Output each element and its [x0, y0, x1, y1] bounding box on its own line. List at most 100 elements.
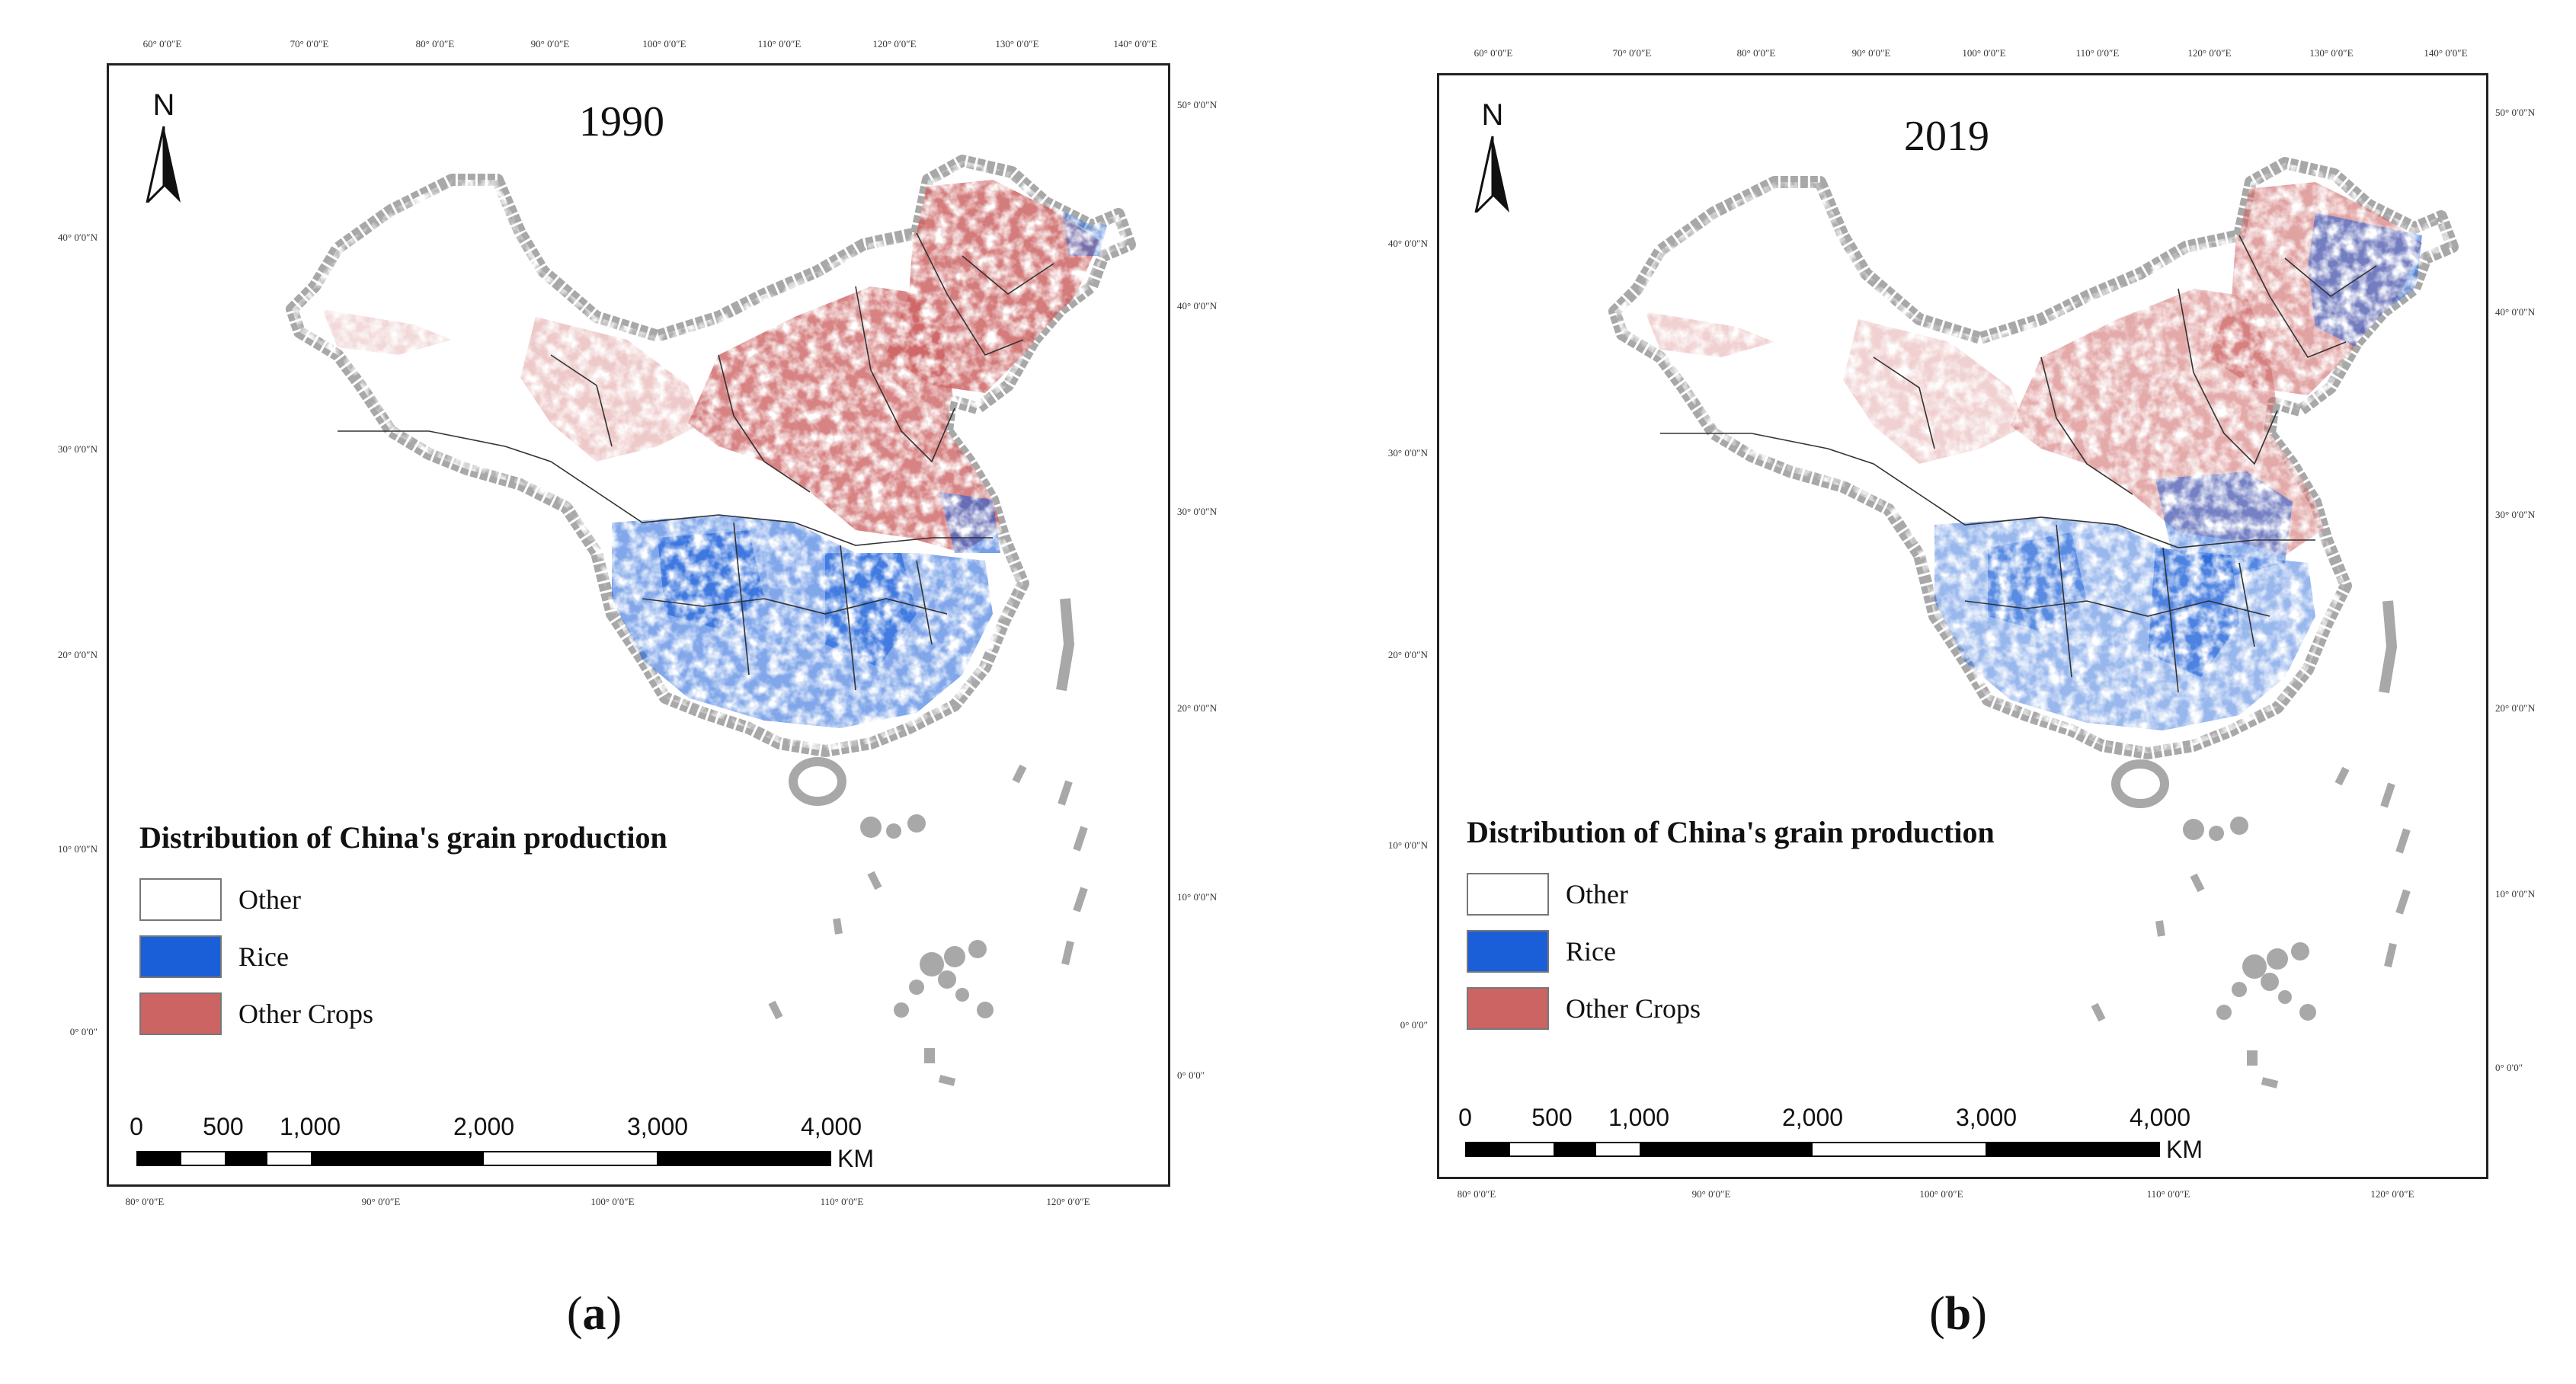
scale-label: 500 — [1531, 1104, 1573, 1131]
bottom-tick: 110° 0′0″E — [2146, 1188, 2190, 1200]
province-boundaries — [338, 232, 1054, 691]
scale-label: 1,000 — [1608, 1104, 1670, 1131]
left-tick: 40° 0′0″N — [57, 232, 98, 243]
scale-bar: 0 500 1,000 2,000 3,000 4,000 KM — [130, 1113, 898, 1181]
right-tick: 40° 0′0″N — [1177, 300, 1218, 312]
scale-label: 2,000 — [453, 1113, 515, 1140]
scale-label: 3,000 — [626, 1113, 689, 1140]
scale-label: 0 — [1458, 1104, 1472, 1131]
north-arrow: N — [133, 88, 194, 206]
top-tick: 70° 0′0″E — [1612, 47, 1652, 59]
top-tick: 60° 0′0″E — [142, 38, 182, 50]
legend-swatch — [139, 878, 222, 921]
legend-swatch — [139, 992, 222, 1035]
legend-swatch — [1467, 873, 1549, 916]
left-tick: 0° 0′0″ — [1400, 1019, 1428, 1031]
panel-caption-letter: b — [1944, 1288, 1972, 1340]
bottom-tick: 120° 0′0″E — [2370, 1188, 2414, 1200]
left-tick: 40° 0′0″N — [1387, 238, 1428, 249]
top-tick: 100° 0′0″E — [642, 38, 686, 50]
scale-label: 1,000 — [279, 1113, 341, 1140]
right-tick: 50° 0′0″N — [1177, 99, 1218, 110]
right-tick: 20° 0′0″N — [2495, 702, 2536, 714]
scale-label: 4,000 — [800, 1113, 862, 1140]
left-tick: 0° 0′0″ — [69, 1026, 98, 1037]
bottom-tick: 90° 0′0″E — [361, 1196, 401, 1207]
bottom-tick: 80° 0′0″E — [125, 1196, 165, 1207]
china-map — [1608, 157, 2459, 1088]
scale-bar: 0 500 1,000 2,000 3,000 4,000 KM — [1458, 1104, 2227, 1172]
taiwan-island — [1056, 598, 1075, 692]
scale-bar-graphic — [1465, 1142, 2160, 1157]
hainan-island — [789, 757, 846, 806]
map-year-label: 2019 — [1904, 113, 1989, 160]
top-tick: 100° 0′0″E — [1962, 47, 2006, 59]
scale-bar-graphic — [136, 1151, 831, 1166]
scale-label: 2,000 — [1781, 1104, 1844, 1131]
north-arrow-icon — [1474, 136, 1509, 216]
china-map — [286, 155, 1136, 1086]
top-tick: 70° 0′0″E — [290, 38, 329, 50]
scale-unit: KM — [2166, 1136, 2203, 1163]
bottom-tick: 100° 0′0″E — [590, 1196, 635, 1207]
top-tick: 130° 0′0″E — [2309, 47, 2354, 59]
bottom-tick: 120° 0′0″E — [1046, 1196, 1090, 1207]
right-tick: 50° 0′0″N — [2495, 107, 2536, 118]
legend-item-other: Other — [1467, 871, 1995, 917]
left-tick: 20° 0′0″N — [57, 649, 98, 660]
legend-item-other-crops: Other Crops — [1467, 986, 1995, 1031]
legend-label: Rice — [1566, 936, 1616, 967]
scale-label: 3,000 — [1955, 1104, 2018, 1131]
legend-item-rice: Rice — [139, 934, 667, 980]
scale-unit: KM — [837, 1145, 874, 1172]
right-tick: 0° 0′0″ — [2495, 1062, 2523, 1073]
right-tick: 30° 0′0″N — [2495, 509, 2536, 520]
legend-item-rice: Rice — [1467, 929, 1995, 974]
top-tick: 110° 0′0″E — [2075, 47, 2120, 59]
legend: Distribution of China's grain production… — [1467, 814, 1995, 1043]
left-tick: 10° 0′0″N — [1387, 839, 1428, 851]
legend-label: Rice — [238, 941, 289, 972]
left-tick: 30° 0′0″N — [57, 443, 98, 455]
legend-label: Other Crops — [1566, 993, 1701, 1024]
right-tick: 10° 0′0″N — [1177, 891, 1218, 903]
legend-title: Distribution of China's grain production — [139, 820, 667, 855]
top-tick: 120° 0′0″E — [872, 38, 917, 50]
top-tick: 90° 0′0″E — [1851, 47, 1891, 59]
scale-label: 500 — [203, 1113, 244, 1140]
top-tick: 80° 0′0″E — [415, 38, 455, 50]
legend-label: Other Crops — [238, 999, 373, 1029]
left-tick: 20° 0′0″N — [1387, 649, 1428, 660]
left-tick: 30° 0′0″N — [1387, 447, 1428, 459]
panel-caption: (b) — [1929, 1288, 1987, 1340]
top-tick: 80° 0′0″E — [1736, 47, 1776, 59]
top-tick: 90° 0′0″E — [530, 38, 570, 50]
left-tick: 10° 0′0″N — [57, 843, 98, 855]
legend: Distribution of China's grain production… — [139, 820, 667, 1048]
province-boundaries — [1660, 235, 2377, 693]
map-frame: 1990 N Distribution of China's grain pro… — [107, 63, 1170, 1187]
legend-label: Other — [238, 884, 301, 915]
legend-swatch — [139, 935, 222, 978]
hainan-island — [2111, 759, 2169, 808]
legend-item-other-crops: Other Crops — [139, 991, 667, 1037]
panel-caption-letter: a — [582, 1288, 606, 1340]
panel-caption: (a) — [566, 1288, 622, 1340]
map-year-label: 1990 — [579, 98, 664, 145]
bottom-tick: 80° 0′0″E — [1457, 1188, 1496, 1200]
right-tick: 20° 0′0″N — [1177, 702, 1218, 714]
legend-label: Other — [1566, 879, 1628, 909]
legend-swatch — [1467, 930, 1549, 973]
top-tick: 140° 0′0″E — [2424, 47, 2468, 59]
legend-item-other: Other — [139, 877, 667, 922]
right-tick: 10° 0′0″N — [2495, 888, 2536, 900]
scale-label: 4,000 — [2129, 1104, 2191, 1131]
legend-title: Distribution of China's grain production — [1467, 815, 1995, 849]
right-tick: 40° 0′0″N — [2495, 306, 2536, 318]
top-tick: 140° 0′0″E — [1113, 38, 1157, 50]
right-tick: 0° 0′0″ — [1177, 1069, 1205, 1081]
nine-dash-line — [768, 764, 1088, 1086]
north-arrow: N — [1462, 98, 1523, 216]
south-china-sea-islands — [2183, 817, 2316, 1066]
map-panel-2019: 60° 0′0″E 70° 0′0″E 80° 0′0″E 90° 0′0″E … — [1288, 0, 2575, 1384]
